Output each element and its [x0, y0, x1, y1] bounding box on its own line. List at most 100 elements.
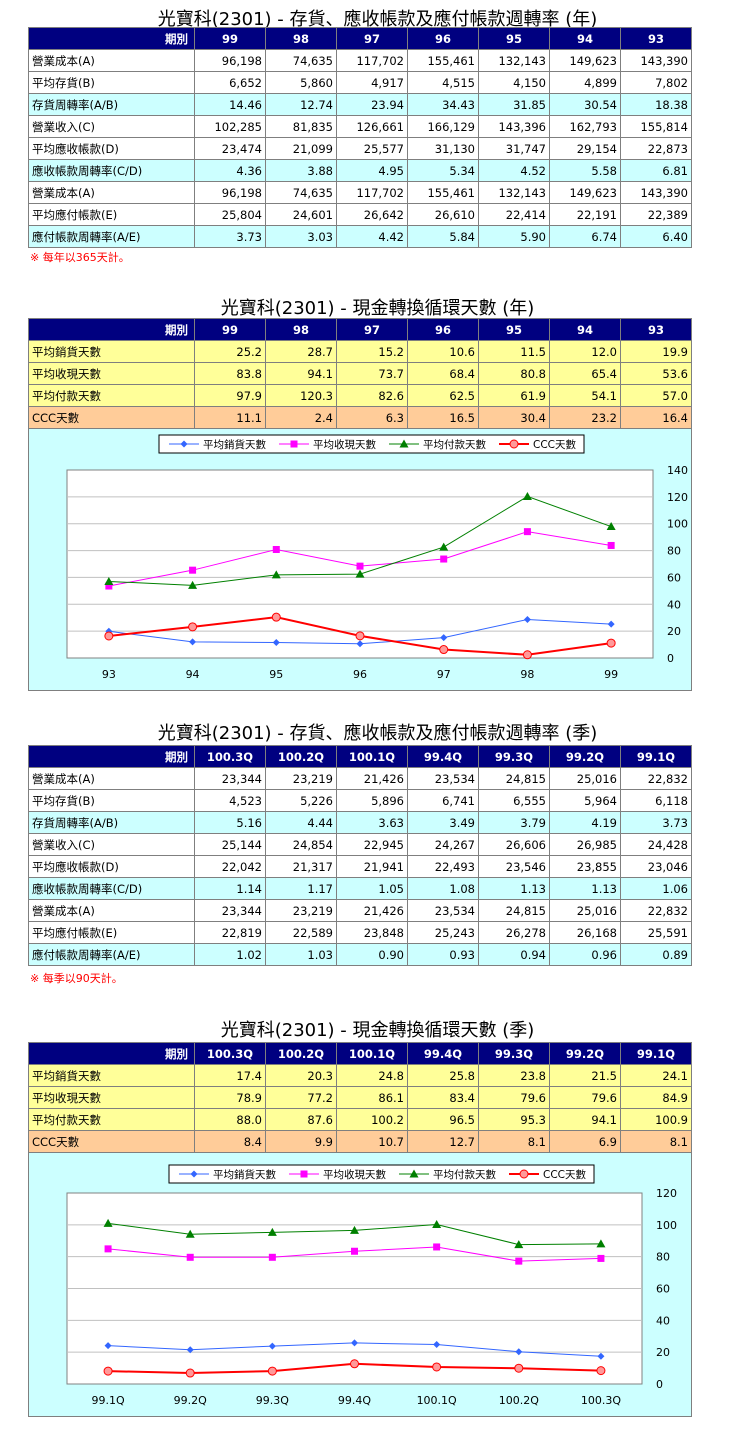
- table-cell: 77.2: [265, 1086, 337, 1109]
- table-cell: 23,546: [478, 855, 550, 878]
- table-cell: 53.6: [620, 362, 692, 385]
- table-cell: 100.2: [336, 1108, 408, 1131]
- table-cell: 25,144: [194, 833, 266, 856]
- header-period: 100.3Q: [194, 1042, 266, 1065]
- table-cell: 3.88: [265, 159, 337, 182]
- table-cell: 15.2: [336, 340, 408, 363]
- table-cell: 22,493: [407, 855, 479, 878]
- y-tick-label: 100: [656, 1219, 677, 1232]
- title-turnover-quarterly: 光寶科(2301) - 存貨、應收帳款及應付帳款週轉率 (季): [157, 723, 598, 744]
- series: [105, 615, 615, 648]
- data-point: [596, 1239, 606, 1248]
- table-cell: 19.9: [620, 340, 692, 363]
- table-row: 平均存貨(B) 6,652 5,860 4,917 4,515 4,150 4,899 7,8…: [28, 71, 692, 94]
- table-cell: 23,046: [620, 855, 692, 878]
- legend-label: 平均付款天數: [423, 438, 486, 451]
- table-cell: 22,819: [194, 921, 266, 944]
- row-label: 平均銷貨天數: [28, 1064, 195, 1087]
- table-cell: 12.7: [407, 1130, 479, 1153]
- table-cell: 20.3: [265, 1064, 337, 1087]
- table-cell: 80.8: [478, 362, 550, 385]
- header-period: 96: [407, 318, 479, 341]
- table-cell: 4.36: [194, 159, 266, 182]
- table-cell: 21.5: [549, 1064, 621, 1087]
- title-turnover-annual: 光寶科(2301) - 存貨、應收帳款及應付帳款週轉率 (年): [157, 9, 598, 30]
- table-cell: 5,226: [265, 789, 337, 812]
- table-row: 應付帳款周轉率(A/E) 3.73 3.03 4.42 5.84 5.90 6.74 6.40: [28, 225, 692, 248]
- data-point: [186, 1346, 194, 1354]
- table-cell: 1.03: [265, 943, 337, 966]
- legend-marker: [190, 1170, 198, 1178]
- table-cell: 149,623: [549, 49, 621, 72]
- header-period: 100.2Q: [265, 745, 337, 768]
- table-cell: 29,154: [549, 137, 621, 160]
- chart-legend: 平均銷貨天數 平均收現天數 平均付款天數 CCC天數: [168, 1164, 595, 1184]
- header-period: 97: [336, 27, 408, 50]
- table-row: 營業成本(A) 96,198 74,635 117,702 155,461 132,143…: [28, 49, 692, 72]
- table-cell: 23,219: [265, 767, 337, 790]
- series: [105, 528, 615, 590]
- table-cell: 25,243: [407, 921, 479, 944]
- table-row: 平均應收帳款(D) 23,474 21,099 25,577 31,130 31,747 2…: [28, 137, 692, 160]
- table-cell: 3.73: [620, 811, 692, 834]
- table-cell: 31.85: [478, 93, 550, 116]
- legend-marker: [180, 440, 188, 448]
- table-cell: 22,832: [620, 899, 692, 922]
- chart-ccc-annual: 平均銷貨天數 平均收現天數 平均付款天數 CCC天數 0 20 40 60 80 100 120 14…: [28, 428, 692, 691]
- table-cell: 3.73: [194, 225, 266, 248]
- table-cell: 24.1: [620, 1064, 692, 1087]
- table-cell: 5.34: [407, 159, 479, 182]
- table-cell: 6.40: [620, 225, 692, 248]
- note-quarterly: ※ 每季以90天計。: [30, 972, 123, 985]
- header-period: 99.1Q: [620, 1042, 692, 1065]
- table-cell: 11.5: [478, 340, 550, 363]
- header-period-label: 期別: [28, 1042, 195, 1065]
- x-tick-label: 100.3Q: [581, 1394, 621, 1407]
- table-header-row: 期別 99 98 97 96 95 94 93: [28, 27, 692, 50]
- table-cell: 30.4: [478, 406, 550, 429]
- legend-box: [158, 434, 585, 454]
- table-cell: 62.5: [407, 384, 479, 407]
- data-point: [432, 1362, 442, 1372]
- table-cell: 6,555: [478, 789, 550, 812]
- table-cell: 78.9: [194, 1086, 266, 1109]
- table-cell: 65.4: [549, 362, 621, 385]
- row-label: 平均收現天數: [28, 362, 195, 385]
- data-point: [351, 1339, 358, 1347]
- table-cell: 4.95: [336, 159, 408, 182]
- table-cell: 6.74: [549, 225, 621, 248]
- row-label: 應收帳款周轉率(C/D): [28, 877, 195, 900]
- header-period: 93: [620, 318, 692, 341]
- table-cell: 31,130: [407, 137, 479, 160]
- data-point: [103, 1366, 113, 1376]
- y-tick-label: 40: [656, 1314, 670, 1327]
- table-cell: 96.5: [407, 1108, 479, 1131]
- table-cell: 30.54: [549, 93, 621, 116]
- data-point: [597, 1254, 605, 1262]
- table-row: 營業成本(A) 23,344 23,219 21,426 23,534 24,815 25,…: [28, 767, 692, 790]
- table-cell: 1.13: [549, 877, 621, 900]
- table-cell: 31,747: [478, 137, 550, 160]
- table-cell: 12.74: [265, 93, 337, 116]
- chart-legend: 平均銷貨天數 平均收現天數 平均付款天數 CCC天數: [158, 434, 585, 454]
- table-cell: 1.06: [620, 877, 692, 900]
- header-period: 98: [265, 318, 337, 341]
- table-cell: 120.3: [265, 384, 337, 407]
- title-ccc-quarterly: 光寶科(2301) - 現金轉換循環天數 (季): [220, 1020, 535, 1041]
- table-cell: 74,635: [265, 181, 337, 204]
- table-cell: 1.08: [407, 877, 479, 900]
- legend-label: CCC天數: [533, 438, 576, 451]
- table-cell: 57.0: [620, 384, 692, 407]
- table-cell: 16.4: [620, 406, 692, 429]
- data-point: [185, 1368, 195, 1378]
- data-point: [433, 1341, 441, 1349]
- table-cell: 24,267: [407, 833, 479, 856]
- data-point: [356, 562, 364, 570]
- y-tick-label: 80: [667, 545, 681, 558]
- row-label: 營業收入(C): [28, 833, 195, 856]
- row-label: 應付帳款周轉率(A/E): [28, 225, 195, 248]
- table-cell: 82.6: [336, 384, 408, 407]
- table-cell: 0.90: [336, 943, 408, 966]
- x-tick-label: 95: [269, 668, 283, 681]
- legend-marker: [519, 1169, 529, 1179]
